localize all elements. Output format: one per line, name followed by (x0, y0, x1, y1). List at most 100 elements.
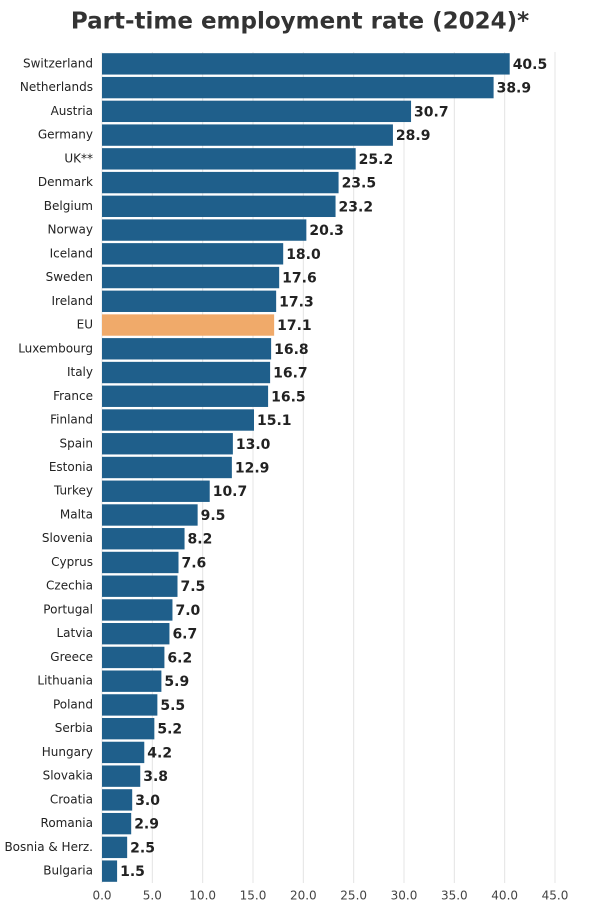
value-label: 16.8 (274, 342, 309, 358)
value-label: 16.5 (271, 389, 306, 405)
y-tick-label: Switzerland (23, 56, 93, 70)
bar (102, 243, 284, 265)
x-tick-label: 40.0 (491, 889, 518, 903)
y-tick-label: Spain (59, 436, 93, 450)
bar (102, 599, 173, 621)
bar (102, 551, 179, 574)
value-label: 7.0 (175, 603, 200, 619)
value-label: 5.2 (157, 722, 182, 738)
y-tick-label: Belgium (44, 199, 93, 213)
value-label: 1.5 (120, 864, 145, 880)
value-label: 25.2 (359, 152, 394, 168)
y-tick-label: Malta (60, 507, 93, 521)
value-label: 23.5 (342, 176, 377, 192)
bar (102, 480, 210, 502)
value-label: 4.2 (147, 745, 172, 761)
x-tick-label: 30.0 (391, 889, 418, 903)
x-tick-label: 20.0 (290, 889, 317, 903)
y-tick-label: Italy (67, 365, 93, 379)
bar (102, 361, 271, 384)
value-label: 5.5 (160, 698, 185, 714)
bar (102, 148, 356, 170)
y-tick-label: UK** (64, 151, 93, 165)
y-tick-label: Turkey (53, 484, 93, 498)
bar (102, 314, 275, 336)
y-tick-label: Portugal (43, 602, 93, 616)
value-label: 17.3 (279, 294, 314, 310)
bar (102, 646, 165, 669)
bar (102, 433, 233, 455)
y-tick-label: Poland (53, 697, 93, 711)
bar (102, 789, 133, 811)
bar (102, 765, 141, 787)
value-label: 7.6 (182, 555, 207, 571)
value-label: 10.7 (213, 484, 248, 500)
bar (102, 385, 269, 407)
y-tick-label: Estonia (49, 460, 93, 474)
bar (102, 171, 339, 194)
bar (102, 266, 280, 289)
bar (102, 528, 185, 550)
bar (102, 812, 132, 835)
bar (102, 717, 155, 740)
bar (102, 694, 158, 716)
bar (102, 504, 198, 526)
bar (102, 53, 510, 75)
value-label: 8.2 (188, 532, 213, 548)
value-label: 16.7 (273, 366, 308, 382)
y-tick-label: France (53, 389, 93, 403)
x-tick-label: 35.0 (441, 889, 468, 903)
value-label: 5.9 (164, 674, 189, 690)
value-label: 17.6 (282, 271, 317, 287)
bar (102, 338, 272, 360)
y-tick-label: Romania (41, 816, 93, 830)
bar (102, 741, 145, 764)
chart-title: Part-time employment rate (2024)* (71, 9, 529, 35)
value-label: 28.9 (396, 128, 431, 144)
bar (102, 195, 336, 218)
value-label: 6.2 (167, 650, 192, 666)
value-label: 30.7 (414, 104, 449, 120)
value-label: 15.1 (257, 413, 292, 429)
bar (102, 124, 393, 146)
y-tick-label: Sweden (46, 270, 93, 284)
value-label: 2.5 (130, 840, 155, 856)
value-label: 7.5 (181, 579, 206, 595)
y-tick-label: Bulgaria (43, 864, 93, 878)
value-label: 13.0 (236, 437, 271, 453)
y-tick-label: Ireland (51, 294, 93, 308)
bar (102, 575, 178, 597)
y-tick-label: Netherlands (20, 80, 93, 94)
value-label: 20.3 (309, 223, 344, 239)
bar (102, 219, 307, 241)
y-tick-label: Slovenia (42, 531, 93, 545)
value-label: 6.7 (172, 627, 197, 643)
value-label: 12.9 (235, 461, 270, 477)
value-label: 3.0 (135, 793, 160, 809)
x-tick-label: 10.0 (189, 889, 216, 903)
y-tick-label: Croatia (50, 792, 93, 806)
bar (102, 836, 128, 859)
bar (102, 290, 277, 312)
value-label: 17.1 (277, 318, 312, 334)
y-tick-label: Cyprus (51, 555, 93, 569)
value-label: 40.5 (513, 57, 548, 73)
value-label: 9.5 (201, 508, 226, 524)
x-tick-label: 15.0 (240, 889, 267, 903)
x-tick-label: 45.0 (542, 889, 569, 903)
y-tick-label: Greece (50, 650, 93, 664)
value-label: 23.2 (339, 199, 374, 215)
y-tick-label: Denmark (38, 175, 93, 189)
y-tick-label: Latvia (56, 626, 93, 640)
value-label: 3.8 (143, 769, 168, 785)
y-tick-label: EU (77, 318, 93, 332)
x-tick-label: 5.0 (143, 889, 162, 903)
y-tick-label: Hungary (42, 745, 93, 759)
bar (102, 860, 118, 882)
y-tick-label: Bosnia & Herz. (4, 840, 93, 854)
bar (102, 623, 170, 645)
y-tick-label: Luxembourg (18, 341, 93, 355)
bar (102, 670, 162, 692)
y-tick-label: Slovakia (43, 769, 93, 783)
